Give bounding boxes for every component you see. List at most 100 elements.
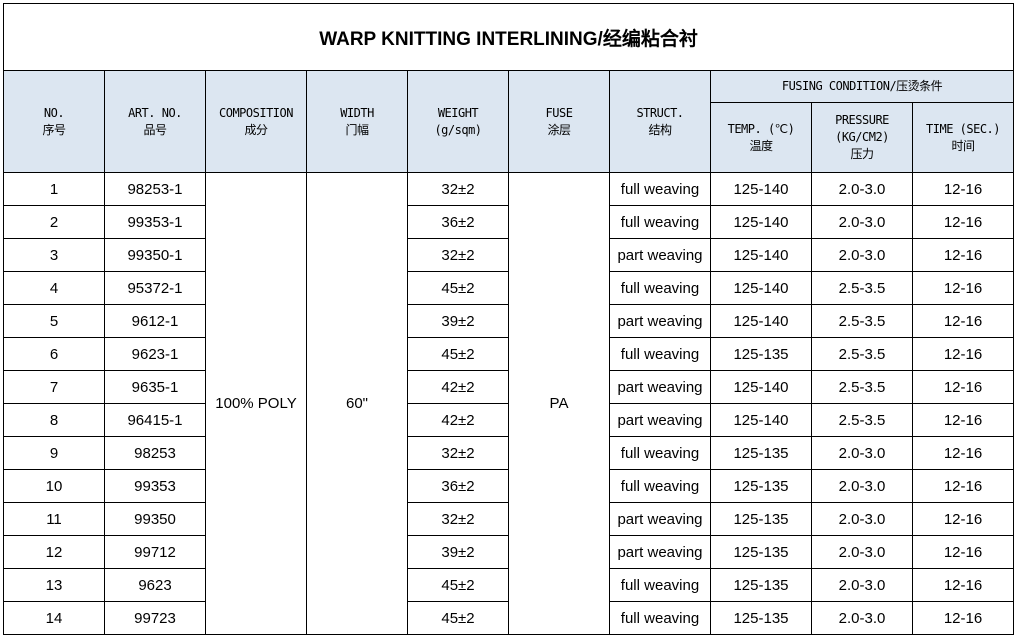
- cell-struct: full weaving: [609, 436, 711, 470]
- table-row: 1 98253-1 100% POLY 60" 32±2 PA full weaving 12…: [3, 172, 1015, 635]
- cell-pressure: 2.0-3.0: [811, 502, 913, 536]
- cell-art-no: 95372-1: [104, 271, 206, 305]
- cell-temp: 125-135: [710, 502, 812, 536]
- cell-time: 12-16: [911, 535, 1015, 569]
- table-row: 2 99353-1 36±2 full weaving 125-140 2.0-3.0 12…: [3, 205, 1015, 239]
- cell-pressure: 2.0-3.0: [811, 172, 913, 206]
- cell-time: 12-16: [911, 238, 1015, 272]
- cell-weight: 45±2: [407, 271, 509, 305]
- cell-pressure: 2.5-3.5: [811, 271, 913, 305]
- cell-struct: full weaving: [609, 469, 711, 503]
- table-row: 5 9612-1 39±2 part weaving 125-140 2.5-3.5 12-…: [3, 304, 1015, 338]
- cell-weight: 32±2: [407, 502, 509, 536]
- cell-no: 7: [3, 370, 105, 404]
- cell-no: 6: [3, 337, 105, 371]
- table-row: 4 95372-1 45±2 full weaving 125-140 2.5-3.5 12…: [3, 271, 1015, 305]
- cell-art-no: 99350-1: [104, 238, 206, 272]
- cell-no: 1: [3, 172, 105, 206]
- header-struct: STRUCT. 结构: [609, 70, 711, 173]
- cell-weight: 39±2: [407, 535, 509, 569]
- header-art-no: ART. NO. 品号: [104, 70, 206, 173]
- header-time: TIME (SEC.) 时间: [911, 102, 1015, 173]
- cell-weight: 36±2: [407, 469, 509, 503]
- cell-art-no: 98253-1: [104, 172, 206, 206]
- cell-no: 12: [3, 535, 105, 569]
- cell-art-no: 99353: [104, 469, 206, 503]
- table-row: 9 98253 32±2 full weaving 125-135 2.0-3.0 12-1…: [3, 436, 1015, 470]
- cell-time: 12-16: [911, 502, 1015, 536]
- cell-temp: 125-140: [710, 172, 812, 206]
- cell-temp: 125-140: [710, 403, 812, 437]
- header-weight: WEIGHT (g/sqm): [407, 70, 509, 173]
- cell-temp: 125-135: [710, 535, 812, 569]
- cell-no: 14: [3, 601, 105, 635]
- cell-no: 2: [3, 205, 105, 239]
- cell-temp: 125-140: [710, 205, 812, 239]
- cell-temp: 125-135: [710, 568, 812, 602]
- cell-struct: part weaving: [609, 370, 711, 404]
- cell-time: 12-16: [911, 568, 1015, 602]
- cell-struct: full weaving: [609, 172, 711, 206]
- cell-weight: 45±2: [407, 601, 509, 635]
- cell-temp: 125-140: [710, 370, 812, 404]
- cell-weight: 32±2: [407, 172, 509, 206]
- cell-weight: 45±2: [407, 337, 509, 371]
- table-row: 11 99350 32±2 part weaving 125-135 2.0-3.0 12-…: [3, 502, 1015, 536]
- table-row: 3 99350-1 32±2 part weaving 125-140 2.0-3.0 12…: [3, 238, 1015, 272]
- cell-time: 12-16: [911, 403, 1015, 437]
- cell-struct: part weaving: [609, 403, 711, 437]
- cell-temp: 125-135: [710, 436, 812, 470]
- cell-art-no: 99712: [104, 535, 206, 569]
- cell-time: 12-16: [911, 601, 1015, 635]
- cell-struct: full weaving: [609, 601, 711, 635]
- cell-weight: 42±2: [407, 403, 509, 437]
- cell-art-no: 99353-1: [104, 205, 206, 239]
- cell-art-no: 9623-1: [104, 337, 206, 371]
- cell-time: 12-16: [911, 370, 1015, 404]
- header-fusing-condition: FUSING CONDITION/压烫条件: [709, 70, 1015, 103]
- cell-temp: 125-135: [710, 469, 812, 503]
- cell-no: 10: [3, 469, 105, 503]
- header-width: WIDTH 门幅: [306, 70, 408, 173]
- cell-struct: full weaving: [609, 205, 711, 239]
- cell-temp: 125-135: [710, 337, 812, 371]
- table-row: 6 9623-1 45±2 full weaving 125-135 2.5-3.5 12-…: [3, 337, 1015, 371]
- cell-pressure: 2.0-3.0: [811, 469, 913, 503]
- cell-temp: 125-140: [710, 271, 812, 305]
- cell-weight: 32±2: [407, 436, 509, 470]
- cell-struct: part weaving: [609, 502, 711, 536]
- cell-struct: part weaving: [609, 238, 711, 272]
- cell-no: 3: [3, 238, 105, 272]
- cell-temp: 125-140: [710, 304, 812, 338]
- cell-struct: full weaving: [609, 568, 711, 602]
- cell-weight: 45±2: [407, 568, 509, 602]
- table-row: 14 99723 45±2 full weaving 125-135 2.0-3.0 12-…: [3, 601, 1015, 635]
- cell-temp: 125-135: [710, 601, 812, 635]
- cell-pressure: 2.5-3.5: [811, 304, 913, 338]
- cell-art-no: 9612-1: [104, 304, 206, 338]
- cell-time: 12-16: [911, 172, 1015, 206]
- cell-no: 13: [3, 568, 105, 602]
- cell-art-no: 98253: [104, 436, 206, 470]
- header-pressure: PRESSURE (KG/CM2) 压力: [811, 102, 913, 173]
- interlining-table: WARP KNITTING INTERLINING/经编粘合衬 NO. 序号 AR…: [2, 3, 1015, 635]
- cell-no: 9: [3, 436, 105, 470]
- cell-art-no: 9635-1: [104, 370, 206, 404]
- cell-pressure: 2.0-3.0: [811, 436, 913, 470]
- table-title: WARP KNITTING INTERLINING/经编粘合衬: [2, 3, 1015, 71]
- cell-time: 12-16: [911, 271, 1015, 305]
- header-fuse: FUSE 涂层: [508, 70, 610, 173]
- cell-pressure: 2.0-3.0: [811, 535, 913, 569]
- cell-art-no: 99350: [104, 502, 206, 536]
- table-row: 8 96415-1 42±2 part weaving 125-140 2.5-3.5 12…: [3, 403, 1015, 437]
- cell-pressure: 2.0-3.0: [811, 601, 913, 635]
- cell-composition: 100% POLY: [205, 172, 307, 635]
- cell-art-no: 99723: [104, 601, 206, 635]
- cell-struct: full weaving: [609, 271, 711, 305]
- cell-temp: 125-140: [710, 238, 812, 272]
- cell-time: 12-16: [911, 304, 1015, 338]
- table-row: 12 99712 39±2 part weaving 125-135 2.0-3.0 12-…: [3, 535, 1015, 569]
- cell-time: 12-16: [911, 436, 1015, 470]
- cell-no: 4: [3, 271, 105, 305]
- cell-struct: part weaving: [609, 535, 711, 569]
